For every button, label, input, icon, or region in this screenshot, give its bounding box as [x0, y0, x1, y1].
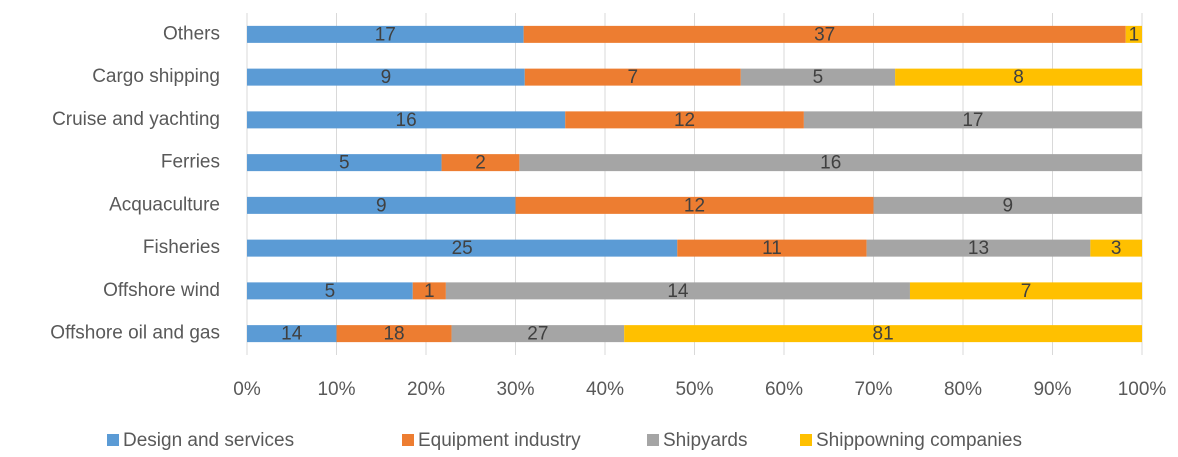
legend-swatch	[402, 434, 414, 446]
legend-swatch	[107, 434, 119, 446]
bar-segment	[247, 282, 413, 300]
legend-label: Shippowning companies	[816, 430, 1022, 451]
y-tick-label: Others	[163, 23, 220, 44]
bar-segment	[247, 25, 524, 43]
data-label: 18	[383, 324, 404, 345]
data-label: 8	[1013, 67, 1024, 88]
y-tick-label: Cargo shipping	[92, 66, 220, 87]
y-tick-label: Cruise and yachting	[52, 109, 220, 130]
data-label: 5	[339, 153, 350, 174]
data-label: 16	[820, 153, 841, 174]
x-tick-label: 40%	[586, 379, 624, 400]
y-tick-label: Offshore wind	[103, 280, 220, 301]
data-label: 5	[325, 281, 336, 302]
bar-segment	[524, 68, 741, 86]
data-label: 16	[396, 110, 417, 131]
bar-segment	[624, 325, 1142, 343]
y-tick-label: Fisheries	[143, 237, 220, 258]
bar-segment	[677, 239, 867, 257]
x-tick-label: 90%	[1033, 379, 1071, 400]
bar-segment	[441, 154, 520, 172]
bar-segment	[909, 282, 1142, 300]
data-label: 1	[424, 281, 435, 302]
bar-segment	[895, 68, 1142, 86]
bar-segment	[519, 154, 1142, 172]
data-label: 7	[1021, 281, 1032, 302]
x-tick-label: 60%	[765, 379, 803, 400]
y-tick-label: Ferries	[161, 152, 220, 173]
x-tick-label: 30%	[496, 379, 534, 400]
bar-segment	[803, 111, 1142, 129]
bar-segment	[515, 196, 874, 214]
data-label: 12	[674, 110, 695, 131]
bar-segment	[1125, 25, 1142, 43]
data-label: 9	[1002, 195, 1013, 216]
data-label: 3	[1111, 238, 1122, 259]
bar-segment	[1090, 239, 1142, 257]
bar-segment	[873, 196, 1142, 214]
bar-segment	[451, 325, 625, 343]
bar-segment	[565, 111, 804, 129]
data-label: 11	[762, 238, 782, 259]
data-label: 17	[375, 24, 396, 45]
data-label: 14	[667, 281, 689, 302]
data-label: 37	[814, 24, 835, 45]
bar-segment	[740, 68, 896, 86]
legend-label: Design and services	[123, 430, 294, 451]
bar-segment	[247, 111, 566, 129]
legend-swatch	[800, 434, 812, 446]
data-label: 17	[962, 110, 983, 131]
data-label: 13	[968, 238, 989, 259]
bar-segment	[247, 68, 525, 86]
x-tick-label: 20%	[407, 379, 445, 400]
data-label: 9	[381, 67, 392, 88]
x-tick-label: 100%	[1118, 379, 1167, 400]
legend-label: Equipment industry	[418, 430, 581, 451]
data-label: 5	[813, 67, 824, 88]
y-tick-label: Acquaculture	[109, 194, 220, 215]
data-label: 12	[684, 195, 705, 216]
legend-swatch	[647, 434, 659, 446]
data-label: 25	[452, 238, 473, 259]
x-tick-label: 70%	[854, 379, 892, 400]
bar-segment	[247, 239, 678, 257]
data-label: 7	[627, 67, 638, 88]
data-label: 14	[281, 324, 303, 345]
bar-segment	[247, 325, 337, 343]
bar-segment	[247, 154, 442, 172]
bar-segment	[336, 325, 452, 343]
data-label: 27	[527, 324, 548, 345]
x-tick-label: 80%	[944, 379, 982, 400]
x-tick-label: 50%	[675, 379, 713, 400]
y-tick-label: Offshore oil and gas	[50, 323, 220, 344]
x-tick-label: 0%	[233, 379, 261, 400]
legend-label: Shipyards	[663, 430, 748, 451]
bar-segment	[412, 282, 446, 300]
bar-segment	[445, 282, 910, 300]
data-label: 9	[376, 195, 387, 216]
x-tick-label: 10%	[317, 379, 355, 400]
bar-segment	[247, 196, 516, 214]
data-label: 1	[1129, 24, 1140, 45]
data-label: 81	[873, 324, 894, 345]
bar-segment	[523, 25, 1126, 43]
bar-segment	[866, 239, 1091, 257]
data-label: 2	[475, 153, 486, 174]
